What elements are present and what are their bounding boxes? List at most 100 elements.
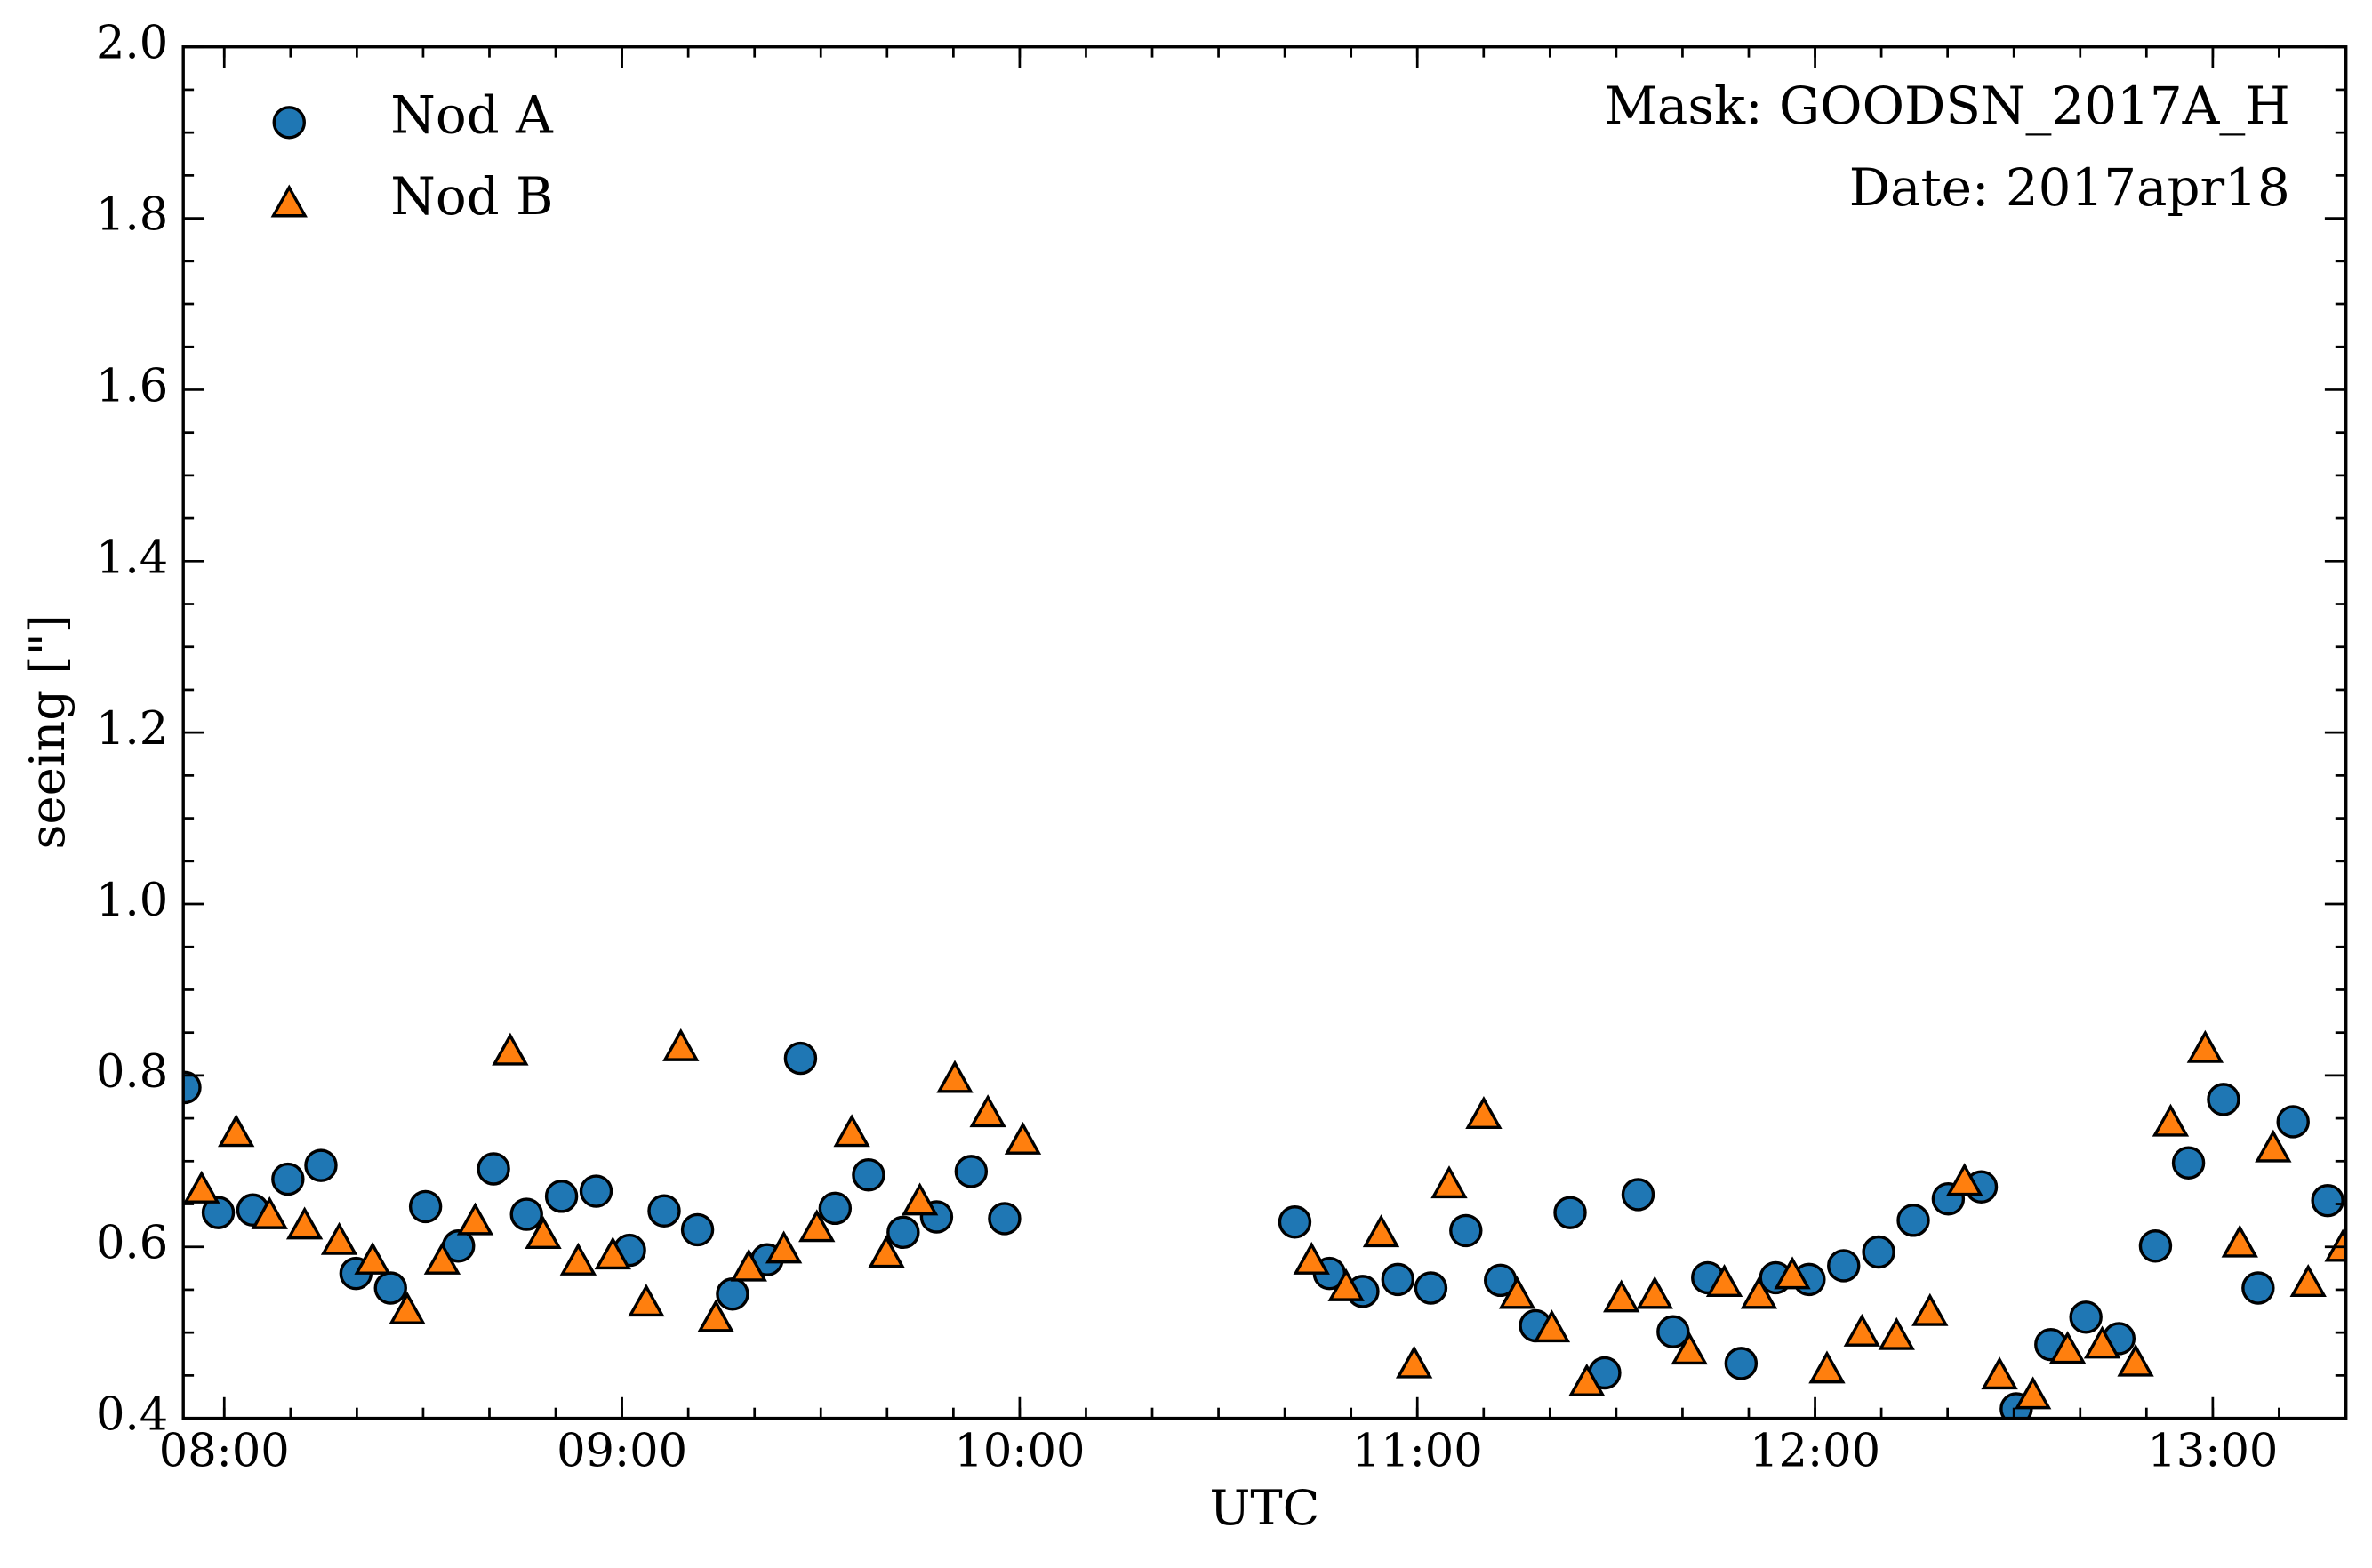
legend-label: Nod A [390,84,554,145]
y-tick-label: 1.4 [96,532,168,584]
y-tick-label: 1.0 [96,875,168,927]
point [1362,1214,1400,1248]
point [783,1041,818,1076]
point [818,1191,853,1226]
point [1843,1313,1881,1347]
point [201,1196,236,1229]
point [1533,1309,1571,1343]
x-tick-label: 11:00 [1352,1425,1483,1477]
point [2186,1029,2224,1063]
point [2171,1146,2206,1180]
y-tick-label: 0.6 [96,1218,168,1270]
point [594,1236,631,1270]
x-axis-label: UTC [1210,1479,1320,1536]
point [988,1202,1022,1236]
point [456,1202,494,1236]
point [730,1248,767,1282]
point [525,1216,562,1250]
point [765,1230,803,1264]
point [477,1152,510,1186]
point [423,1241,461,1275]
point [2207,1083,2240,1116]
point [1621,1178,1655,1212]
legend-label: Nod B [390,166,553,227]
point [1671,1332,1708,1365]
y-axis-label: seeing ["] [19,614,76,849]
point [1896,1204,1930,1237]
point [320,1221,358,1255]
point [1724,1347,1759,1380]
point [1430,1165,1468,1199]
point [2083,1325,2121,1359]
y-tick-label: 1.6 [96,360,168,412]
point [1656,1315,1690,1348]
y-tick-label: 1.8 [96,189,168,242]
point [1568,1363,1606,1396]
point [798,1209,836,1243]
legend-marker [272,106,306,140]
point [2255,1129,2292,1163]
point [408,1189,443,1224]
point [2241,1271,2275,1305]
y-tick-label: 0.8 [96,1046,168,1099]
point [1293,1241,1330,1275]
point [697,1299,734,1332]
x-tick-label: 13:00 [2147,1425,2278,1477]
point [1278,1205,1312,1239]
point [1878,1316,1915,1350]
x-tick-label: 10:00 [954,1425,1085,1477]
point [1004,1121,1042,1155]
point [509,1197,543,1231]
point [2117,1343,2154,1377]
point [271,1162,305,1196]
point [285,1206,324,1240]
y-tick-label: 0.4 [96,1389,168,1442]
point [1705,1264,1743,1298]
point [954,1155,989,1188]
point [1636,1276,1673,1309]
point [1981,1356,2018,1390]
point [1449,1213,1483,1248]
point [1395,1345,1433,1379]
y-tick-label: 1.2 [96,703,168,756]
point [2289,1264,2327,1298]
point [2221,1224,2258,1258]
point [304,1148,338,1182]
annotation: Date: 2017apr18 [1849,157,2290,218]
legend-marker [270,184,308,218]
point [2138,1229,2173,1263]
point [886,1215,920,1250]
point [2069,1300,2103,1334]
point [628,1284,665,1317]
point [2276,1105,2310,1139]
point [2014,1376,2052,1410]
point [492,1032,529,1066]
point [2152,1103,2190,1137]
x-tick-label: 12:00 [1750,1425,1880,1477]
point [936,1060,974,1093]
point [1465,1096,1503,1130]
point [2048,1331,2087,1364]
point [218,1114,255,1148]
point [716,1277,749,1311]
point [1740,1276,1778,1309]
x-tick-label: 08:00 [159,1425,290,1477]
point [183,1070,202,1105]
point [1911,1292,1949,1326]
point [1603,1279,1640,1313]
y-tick-label: 2.0 [96,18,168,70]
point [662,1028,700,1061]
point [373,1271,407,1305]
point [1327,1268,1365,1301]
point [868,1235,905,1268]
x-tick-label: 09:00 [557,1425,687,1477]
point [1553,1196,1587,1229]
point [559,1242,597,1276]
point [833,1114,870,1148]
point [969,1094,1006,1128]
point [1381,1262,1415,1297]
point [901,1182,939,1216]
